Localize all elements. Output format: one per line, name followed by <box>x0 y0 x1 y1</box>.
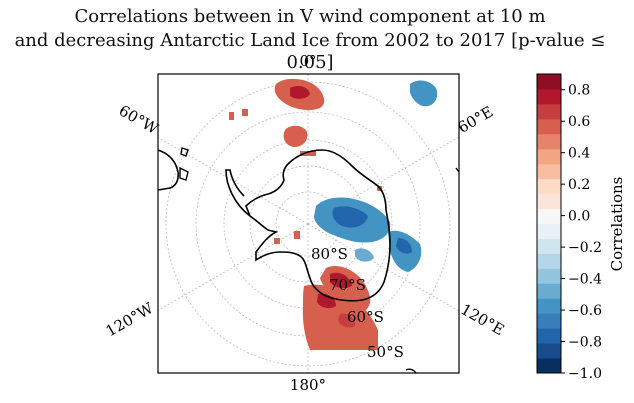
colorbar-tick-label: 0.0 <box>568 209 590 225</box>
colorbar-segment <box>537 268 561 284</box>
colorbar-segment <box>537 133 561 150</box>
colorbar-label: Correlations <box>608 177 626 272</box>
colorbar-segment <box>537 208 561 224</box>
map-title-line-2: and decreasing Antarctic Land Ice from 2… <box>14 30 606 73</box>
lat-label-80s: 80°S <box>311 245 348 263</box>
grid-circle-60s <box>223 139 393 309</box>
colorbar-segment <box>537 118 561 135</box>
colorbar-segment <box>537 358 561 374</box>
colorbar-segment <box>537 148 561 165</box>
colorbar-frame <box>536 73 562 374</box>
lon-label-180: 180° <box>290 376 326 394</box>
lon-label-60e: 60°E <box>455 102 497 136</box>
colorbar-segment <box>537 313 561 329</box>
colorbar-segment <box>537 298 561 314</box>
colorbar-segment <box>537 283 561 299</box>
antarctica-coastline <box>245 149 391 302</box>
colorbar-segment <box>537 238 561 254</box>
map-content <box>158 74 459 373</box>
positive-correlation-region-north <box>274 78 325 111</box>
colorbar-segment <box>537 253 561 269</box>
colorbar-segment <box>537 178 561 195</box>
colorbar-segment <box>537 74 561 90</box>
colorbar-tick-label: 0.6 <box>568 114 590 130</box>
colorbar-tick-label: −0.2 <box>568 240 602 256</box>
lat-label-70s: 70°S <box>329 276 366 294</box>
colorbar-ticks: 0.8 0.6 0.4 0.2 0.0 −0.2 −0.4 −0.6 −0.8 −1.0 <box>561 83 602 382</box>
colorbar-tick-label: −0.8 <box>568 335 602 351</box>
colorbar-tick-label: 0.8 <box>568 83 590 99</box>
colorbar-segment <box>537 343 561 359</box>
map-frame <box>157 73 460 374</box>
colorbar-tick-label: −0.6 <box>568 303 602 319</box>
colorbar-tick-label: 0.2 <box>568 177 590 193</box>
colorbar-segment <box>537 328 561 344</box>
australia-edge-coastline <box>405 368 417 373</box>
colorbar-tick-label: 0.4 <box>568 146 590 162</box>
lon-label-0: 0° <box>299 52 316 70</box>
south-america-coastline <box>158 149 179 191</box>
colorbar-segment <box>537 193 561 210</box>
lon-label-120w: 120°W <box>103 299 157 341</box>
colorbar-tick-label: −1.0 <box>568 366 602 382</box>
negative-correlation-region-central <box>314 197 422 272</box>
lat-label-50s: 50°S <box>367 343 404 361</box>
positive-correlation-patch-small <box>283 125 308 147</box>
map-title-line-1: Correlations between in V wind component… <box>74 6 546 27</box>
colorbar-segment <box>537 223 561 239</box>
lon-label-120e: 120°E <box>458 300 508 339</box>
negative-correlation-region-northeast <box>410 80 438 107</box>
colorbar-segment <box>537 103 561 120</box>
lon-label-60w: 60°W <box>116 101 162 138</box>
colorbar <box>537 74 561 374</box>
colorbar-segment <box>537 88 561 105</box>
colorbar-tick-label: −0.4 <box>568 272 602 288</box>
grid-circle-50s <box>195 111 421 337</box>
positive-correlation-region-south <box>302 265 378 350</box>
colorbar-segment <box>537 163 561 180</box>
lat-label-60s: 60°S <box>347 308 384 326</box>
antarctic-peninsula <box>225 169 251 217</box>
